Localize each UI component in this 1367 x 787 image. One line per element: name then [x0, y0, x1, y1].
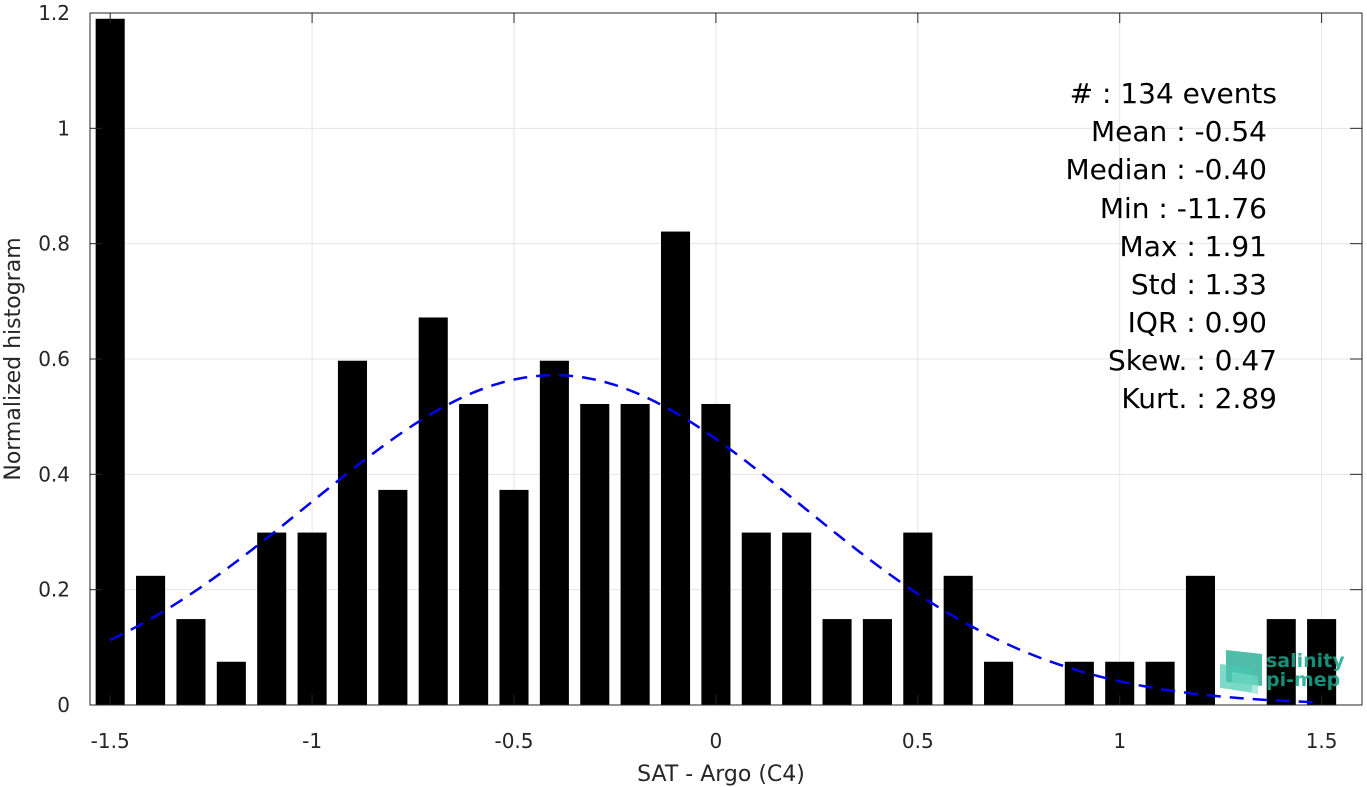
histogram-bar — [216, 661, 246, 705]
statistics-box: # : 134 events Mean : -0.54 Median : -0.… — [1065, 77, 1277, 415]
stat-max: Max : 1.91 — [1120, 230, 1267, 263]
histogram-bar — [176, 619, 206, 705]
y-axis-label: Normalized histogram — [1, 237, 26, 480]
fit-curve-group — [109, 373, 1322, 704]
histogram-bars — [95, 18, 1337, 706]
histogram-bar — [782, 532, 812, 705]
salinity-pimep-logo: salinity pi-mep — [1220, 650, 1345, 694]
histogram-bar — [1145, 661, 1175, 705]
stat-mean: Mean : -0.54 — [1091, 115, 1267, 148]
histogram-bar — [701, 403, 731, 705]
stat-iqr: IQR : 0.90 — [1128, 306, 1267, 339]
stat-kurt: Kurt. : 2.89 — [1121, 382, 1277, 415]
y-tick-labels: 0 0.2 0.4 0.6 0.8 1 1.2 — [38, 1, 70, 717]
histogram-bar — [1307, 619, 1337, 705]
y-tick-label: 0 — [57, 693, 70, 717]
y-tick-label: 0.2 — [38, 578, 70, 602]
stat-events: # : 134 events — [1070, 77, 1277, 110]
x-axis-label: SAT - Argo (C4) — [637, 762, 805, 787]
histogram-bar — [539, 360, 569, 705]
x-tick-label: 1 — [1113, 729, 1126, 753]
histogram-bar — [297, 532, 327, 705]
histogram-bar — [337, 360, 368, 705]
histogram-bar — [660, 231, 691, 705]
stat-skew: Skew. : 0.47 — [1108, 344, 1277, 377]
histogram-bar — [1185, 575, 1216, 705]
x-tick-labels: -1.5 -1 -0.5 0 0.5 1 1.5 — [91, 729, 1338, 753]
x-tick-label: 0.5 — [902, 729, 934, 753]
histogram-bar — [903, 532, 933, 705]
histogram-bar — [418, 317, 448, 705]
histogram-bar — [620, 403, 650, 705]
logo-text-line2: pi-mep — [1266, 669, 1340, 691]
x-tick-label: -0.5 — [494, 729, 533, 753]
histogram-bar — [378, 489, 408, 705]
histogram-bar — [822, 619, 852, 705]
logo-text-line1: salinity — [1266, 650, 1345, 672]
histogram-bar — [943, 575, 973, 705]
y-tick-label: 1.2 — [38, 1, 70, 25]
y-tick-label: 0.6 — [38, 347, 70, 371]
histogram-bar — [95, 18, 125, 706]
histogram-bar — [862, 619, 892, 705]
x-tick-label: 0 — [710, 729, 723, 753]
stat-std: Std : 1.33 — [1131, 268, 1267, 301]
histogram-bar — [1266, 619, 1296, 705]
x-tick-label: 1.5 — [1306, 729, 1338, 753]
x-tick-label: -1.5 — [91, 729, 130, 753]
y-tick-label: 0.8 — [38, 232, 70, 256]
histogram-bar — [257, 532, 287, 705]
histogram-bar — [499, 489, 529, 705]
logo-cube-icon — [1220, 650, 1262, 694]
histogram-bar — [459, 403, 489, 705]
axis-ticks — [90, 12, 1362, 706]
x-tick-label: -1 — [302, 729, 322, 753]
stat-median: Median : -0.40 — [1065, 153, 1267, 186]
y-tick-label: 0.4 — [38, 462, 70, 486]
histogram-bar — [984, 661, 1014, 705]
y-tick-label: 1 — [57, 116, 70, 140]
histogram-bar — [1064, 661, 1094, 705]
histogram-bar — [741, 532, 771, 705]
stat-min: Min : -11.76 — [1100, 192, 1267, 225]
histogram-bar — [136, 575, 166, 705]
fit-curve — [109, 373, 1322, 704]
histogram-bar — [580, 403, 610, 705]
